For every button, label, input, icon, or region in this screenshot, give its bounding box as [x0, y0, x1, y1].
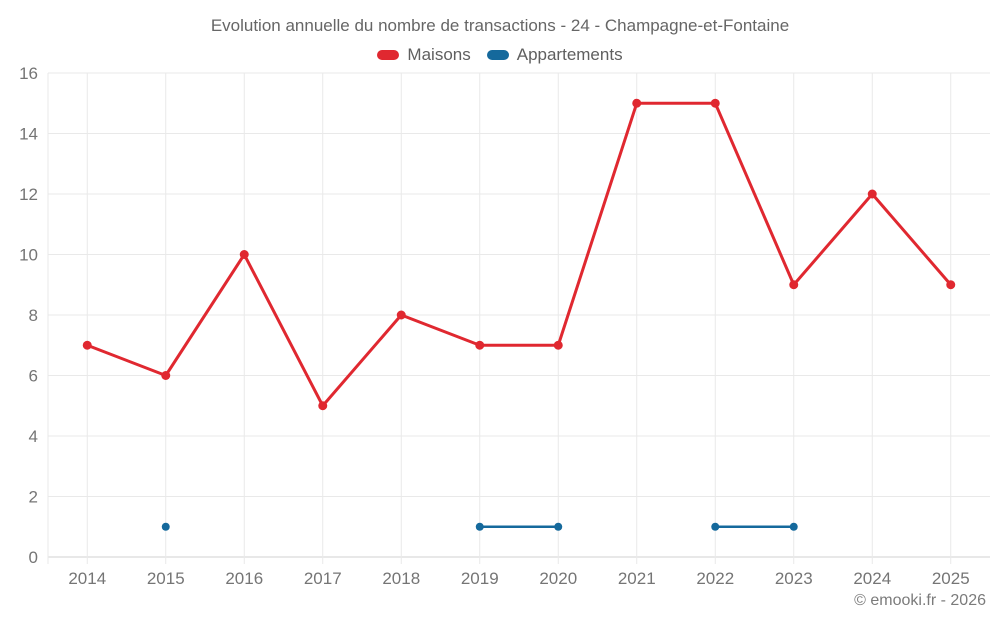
- x-axis-label: 2016: [225, 569, 263, 588]
- maisons-line: [85, 101, 953, 408]
- maisons-point[interactable]: [710, 98, 720, 108]
- maisons-point[interactable]: [318, 401, 328, 411]
- x-axis-label: 2023: [775, 569, 813, 588]
- appartements-point[interactable]: [711, 522, 720, 531]
- legend-item-maisons[interactable]: Maisons: [377, 45, 471, 65]
- maisons-point[interactable]: [239, 250, 249, 259]
- copyright-footer: © emooki.fr - 2026: [854, 592, 986, 609]
- y-axis-label: 2: [29, 488, 38, 507]
- maisons-point[interactable]: [82, 340, 92, 350]
- maisons-series-swatch-icon: [377, 50, 400, 60]
- y-axis-label: 0: [29, 548, 38, 567]
- legend-label-maisons: Maisons: [407, 45, 471, 64]
- legend-label-appartements: Appartements: [516, 45, 623, 64]
- maisons-point[interactable]: [475, 340, 485, 350]
- y-axis-label: 4: [29, 427, 38, 446]
- y-axis-label: 10: [19, 246, 38, 265]
- appartements-point[interactable]: [161, 522, 170, 531]
- x-axis-label: 2017: [304, 569, 342, 588]
- appartements-point[interactable]: [475, 522, 484, 531]
- maisons-point[interactable]: [946, 280, 956, 290]
- maisons-point[interactable]: [553, 340, 563, 350]
- appartements-point[interactable]: [554, 522, 563, 531]
- maisons-point[interactable]: [632, 98, 642, 108]
- x-axis-label: 2021: [618, 569, 656, 588]
- x-axis-label: 2020: [539, 569, 577, 588]
- maisons-point[interactable]: [161, 371, 171, 380]
- y-axis-label: 16: [19, 64, 38, 83]
- x-axis-label: 2018: [382, 569, 420, 588]
- x-axis-label: 2022: [696, 569, 734, 588]
- legend: Maisons Appartements: [0, 45, 1000, 65]
- y-axis-label: 14: [19, 125, 38, 144]
- chart-title: Evolution annuelle du nombre de transact…: [210, 16, 790, 35]
- x-axis-label: 2014: [68, 569, 106, 588]
- y-axis-label: 12: [19, 185, 38, 204]
- maisons-point[interactable]: [396, 310, 406, 320]
- appartements-point[interactable]: [789, 522, 798, 531]
- maisons-point[interactable]: [789, 280, 799, 290]
- y-axis-label: 8: [29, 306, 38, 325]
- y-axis-label: 6: [29, 367, 38, 386]
- maisons-point[interactable]: [867, 189, 877, 199]
- x-axis-label: 2025: [932, 569, 970, 588]
- legend-item-appartements[interactable]: Appartements: [486, 45, 623, 65]
- x-axis-label: 2019: [461, 569, 499, 588]
- x-axis-label: 2024: [853, 569, 891, 588]
- appartements-series-swatch-icon: [486, 50, 509, 60]
- x-axis-label: 2015: [147, 569, 185, 588]
